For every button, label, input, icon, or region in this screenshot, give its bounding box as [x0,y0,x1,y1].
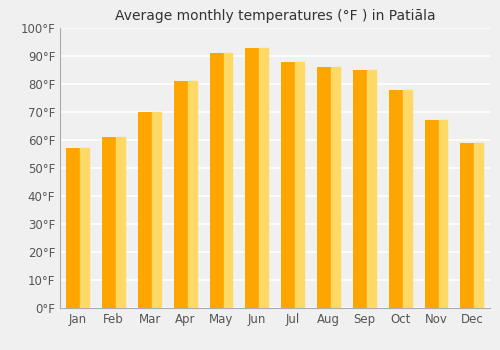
Bar [367,70,376,308]
Bar [210,53,233,308]
Bar [353,70,376,308]
Bar [174,81,197,308]
Bar [116,137,125,308]
Bar [138,112,161,308]
Bar [317,67,340,308]
Bar [474,143,484,308]
Bar [224,53,232,308]
Bar [152,112,161,308]
Bar [246,48,268,308]
Bar [389,90,412,308]
Bar [66,148,90,308]
Title: Average monthly temperatures (°F ) in Patiāla: Average monthly temperatures (°F ) in Pa… [114,9,436,23]
Bar [460,143,483,308]
Bar [260,48,268,308]
Bar [331,67,340,308]
Bar [295,62,304,308]
Bar [282,62,304,308]
Bar [188,81,196,308]
Bar [102,137,126,308]
Bar [402,90,411,308]
Bar [424,120,448,308]
Bar [438,120,448,308]
Bar [80,148,89,308]
